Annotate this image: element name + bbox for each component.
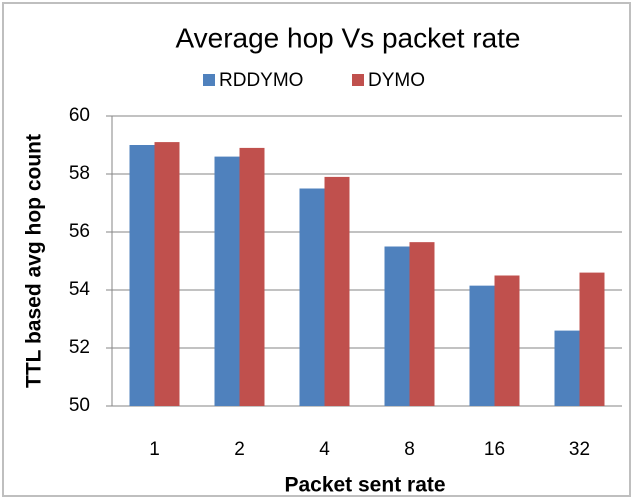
y-tick-label: 50: [69, 395, 90, 416]
x-tick-label: 1: [149, 439, 160, 460]
bar: [469, 285, 495, 406]
bar: [579, 272, 605, 406]
y-tick-label: 54: [69, 279, 91, 300]
bar: [239, 147, 265, 406]
x-tick-label: 2: [234, 439, 245, 460]
y-tick-label: 60: [69, 105, 90, 126]
y-tick-label: 56: [69, 221, 90, 242]
bar: [214, 156, 240, 406]
x-tick-label: 32: [569, 439, 590, 460]
bar: [494, 275, 520, 406]
x-tick-label: 16: [484, 439, 505, 460]
bar: [324, 176, 350, 406]
y-axis-label: TTL based avg hop count: [23, 134, 46, 388]
x-tick-label: 4: [319, 439, 330, 460]
bar: [129, 145, 155, 406]
legend-label: DYMO: [368, 70, 425, 91]
legend-swatch: [203, 74, 215, 86]
x-axis-label: Packet sent rate: [284, 474, 445, 497]
y-tick-label: 58: [69, 163, 90, 184]
y-tick-label: 52: [69, 337, 90, 358]
bar: [384, 246, 410, 406]
chart-title: Average hop Vs packet rate: [175, 22, 520, 53]
bar: [299, 188, 325, 406]
legend-swatch: [352, 74, 364, 86]
x-tick-label: 8: [404, 439, 415, 460]
bar: [554, 330, 580, 406]
legend-label: RDDYMO: [219, 70, 303, 91]
bar: [409, 242, 435, 406]
bar: [154, 142, 180, 406]
